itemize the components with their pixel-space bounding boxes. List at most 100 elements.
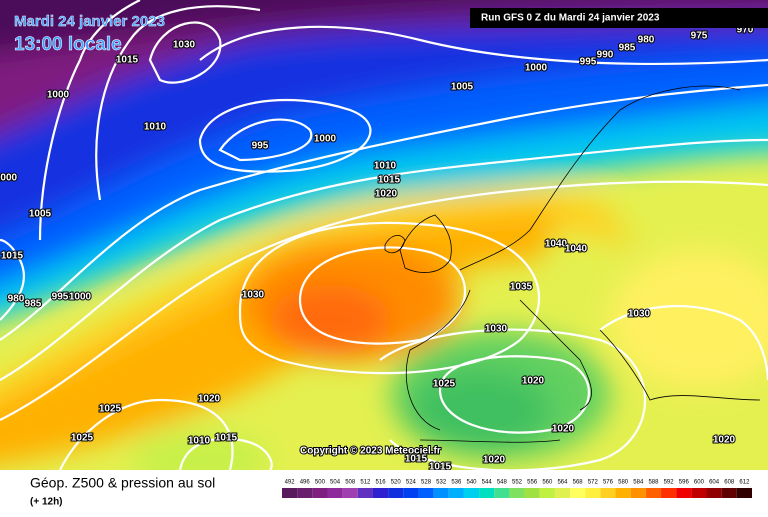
scale-swatch: [585, 488, 601, 498]
scale-label: 512: [360, 480, 371, 486]
isobar-label: 1020: [483, 455, 506, 466]
scale-label: 600: [694, 480, 705, 486]
isobar-label: 1015: [378, 175, 401, 186]
scale-swatch: [312, 488, 328, 498]
scale-label: 588: [648, 480, 659, 486]
scale-label: 492: [285, 480, 296, 486]
isobar-label: 1010: [374, 161, 397, 172]
isobars: [0, 0, 768, 472]
isobar-label: 1020: [522, 376, 545, 387]
scale-swatch: [524, 488, 540, 498]
isobar-label: 1035: [510, 282, 533, 293]
scale-label: 520: [391, 480, 402, 486]
footer-title: Géop. Z500 & pression au sol: [30, 475, 215, 491]
scale-label: 532: [436, 480, 447, 486]
scale-swatch: [372, 488, 389, 498]
color-scale: 492 496 500 504 508 512 516 520 524 528 532 536 540 5…: [282, 480, 752, 498]
scale-swatch: [463, 488, 480, 498]
scale-swatch: [418, 488, 434, 498]
scale-swatch: [645, 488, 662, 498]
scale-swatch: [539, 488, 555, 498]
scale-label: 524: [406, 480, 417, 486]
scale-swatch: [554, 488, 571, 498]
isobar-label: 985: [619, 43, 636, 54]
scale-label: 592: [664, 480, 675, 486]
footer-step: (+ 12h): [30, 497, 63, 508]
scale-label: 544: [482, 480, 493, 486]
coastlines: [384, 85, 761, 443]
field: [0, 0, 768, 490]
scale-label: 528: [421, 480, 432, 486]
scale-label: 556: [527, 480, 538, 486]
scale-label: 564: [557, 480, 568, 486]
isobar-labels: 1030101510001010995100010051000101598098…: [0, 24, 755, 474]
scale-label: 552: [512, 480, 523, 486]
isobar-label: 1020: [198, 394, 221, 405]
scale-label: 604: [709, 480, 720, 486]
isobar-label: 1000: [0, 173, 18, 184]
scale-label: 612: [739, 480, 750, 486]
isobar-label: 1030: [485, 324, 508, 335]
scale-label: 576: [603, 480, 614, 486]
scale-swatch: [403, 488, 419, 498]
scale-swatch: [721, 488, 737, 498]
scale-swatch: [357, 488, 373, 498]
run-banner: [470, 8, 768, 28]
scale-label: 548: [497, 480, 508, 486]
isobar-label: 1010: [188, 436, 211, 447]
isobar-label: 1015: [116, 55, 139, 66]
scale-swatch: [736, 488, 752, 498]
isobar-label: 980: [8, 294, 25, 305]
isobar-label: 1005: [451, 82, 474, 93]
isobar-label: 1000: [47, 90, 70, 101]
map-time: 13:00 locale: [14, 34, 122, 55]
isobar-label: 995: [580, 57, 597, 68]
run-info: Run GFS 0 Z du Mardi 24 janvier 2023: [481, 13, 660, 24]
scale-swatch: [479, 488, 495, 498]
isobar-label: 1025: [433, 379, 456, 390]
scale-swatch: [691, 488, 707, 498]
scale-label: 608: [724, 480, 735, 486]
scale-swatch: [297, 488, 313, 498]
isobar-label: 1030: [628, 309, 651, 320]
isobar-label: 1015: [215, 433, 238, 444]
scale-label: 596: [679, 480, 690, 486]
scale-label: 572: [588, 480, 599, 486]
isobar-label: 1005: [29, 209, 52, 220]
scale-label: 568: [573, 480, 584, 486]
isobar-label: 1040: [545, 239, 568, 250]
scale-swatch: [630, 488, 646, 498]
scale-label: 508: [345, 480, 356, 486]
scale-swatch: [676, 488, 692, 498]
scale-swatch: [661, 488, 677, 498]
scale-swatch: [388, 488, 404, 498]
copyright: Copyright © 2023 Meteociel.fr: [300, 446, 441, 457]
isobar-label: 1025: [99, 404, 122, 415]
isobar-label: 1000: [69, 292, 92, 303]
scale-swatch: [342, 488, 358, 498]
isobar-label: 1025: [71, 433, 94, 444]
isobar-label: 985: [25, 299, 42, 310]
scale-swatch: [282, 488, 298, 498]
isobar-label: 1020: [713, 435, 736, 446]
isobar-label: 990: [597, 50, 614, 61]
scale-swatch: [494, 488, 510, 498]
scale-swatch: [570, 488, 586, 498]
isobar-label: 1030: [173, 40, 196, 51]
scale-swatch: [327, 488, 343, 498]
isobar-label: 1015: [1, 251, 24, 262]
isobar-label: 995: [252, 141, 269, 152]
isobar-label: 1040: [565, 244, 588, 255]
isobar-label: 1015: [405, 454, 428, 465]
scale-label: 580: [618, 480, 629, 486]
isobar-label: 1020: [375, 189, 398, 200]
isobar-label: 1020: [552, 424, 575, 435]
isobar-label: 1000: [314, 134, 337, 145]
scale-swatch: [448, 488, 464, 498]
isobar-label: 1030: [242, 290, 265, 301]
scale-swatch: [433, 488, 449, 498]
isobar-label: 1010: [144, 122, 167, 133]
isobar-label: 980: [638, 35, 655, 46]
scale-label: 504: [330, 480, 341, 486]
